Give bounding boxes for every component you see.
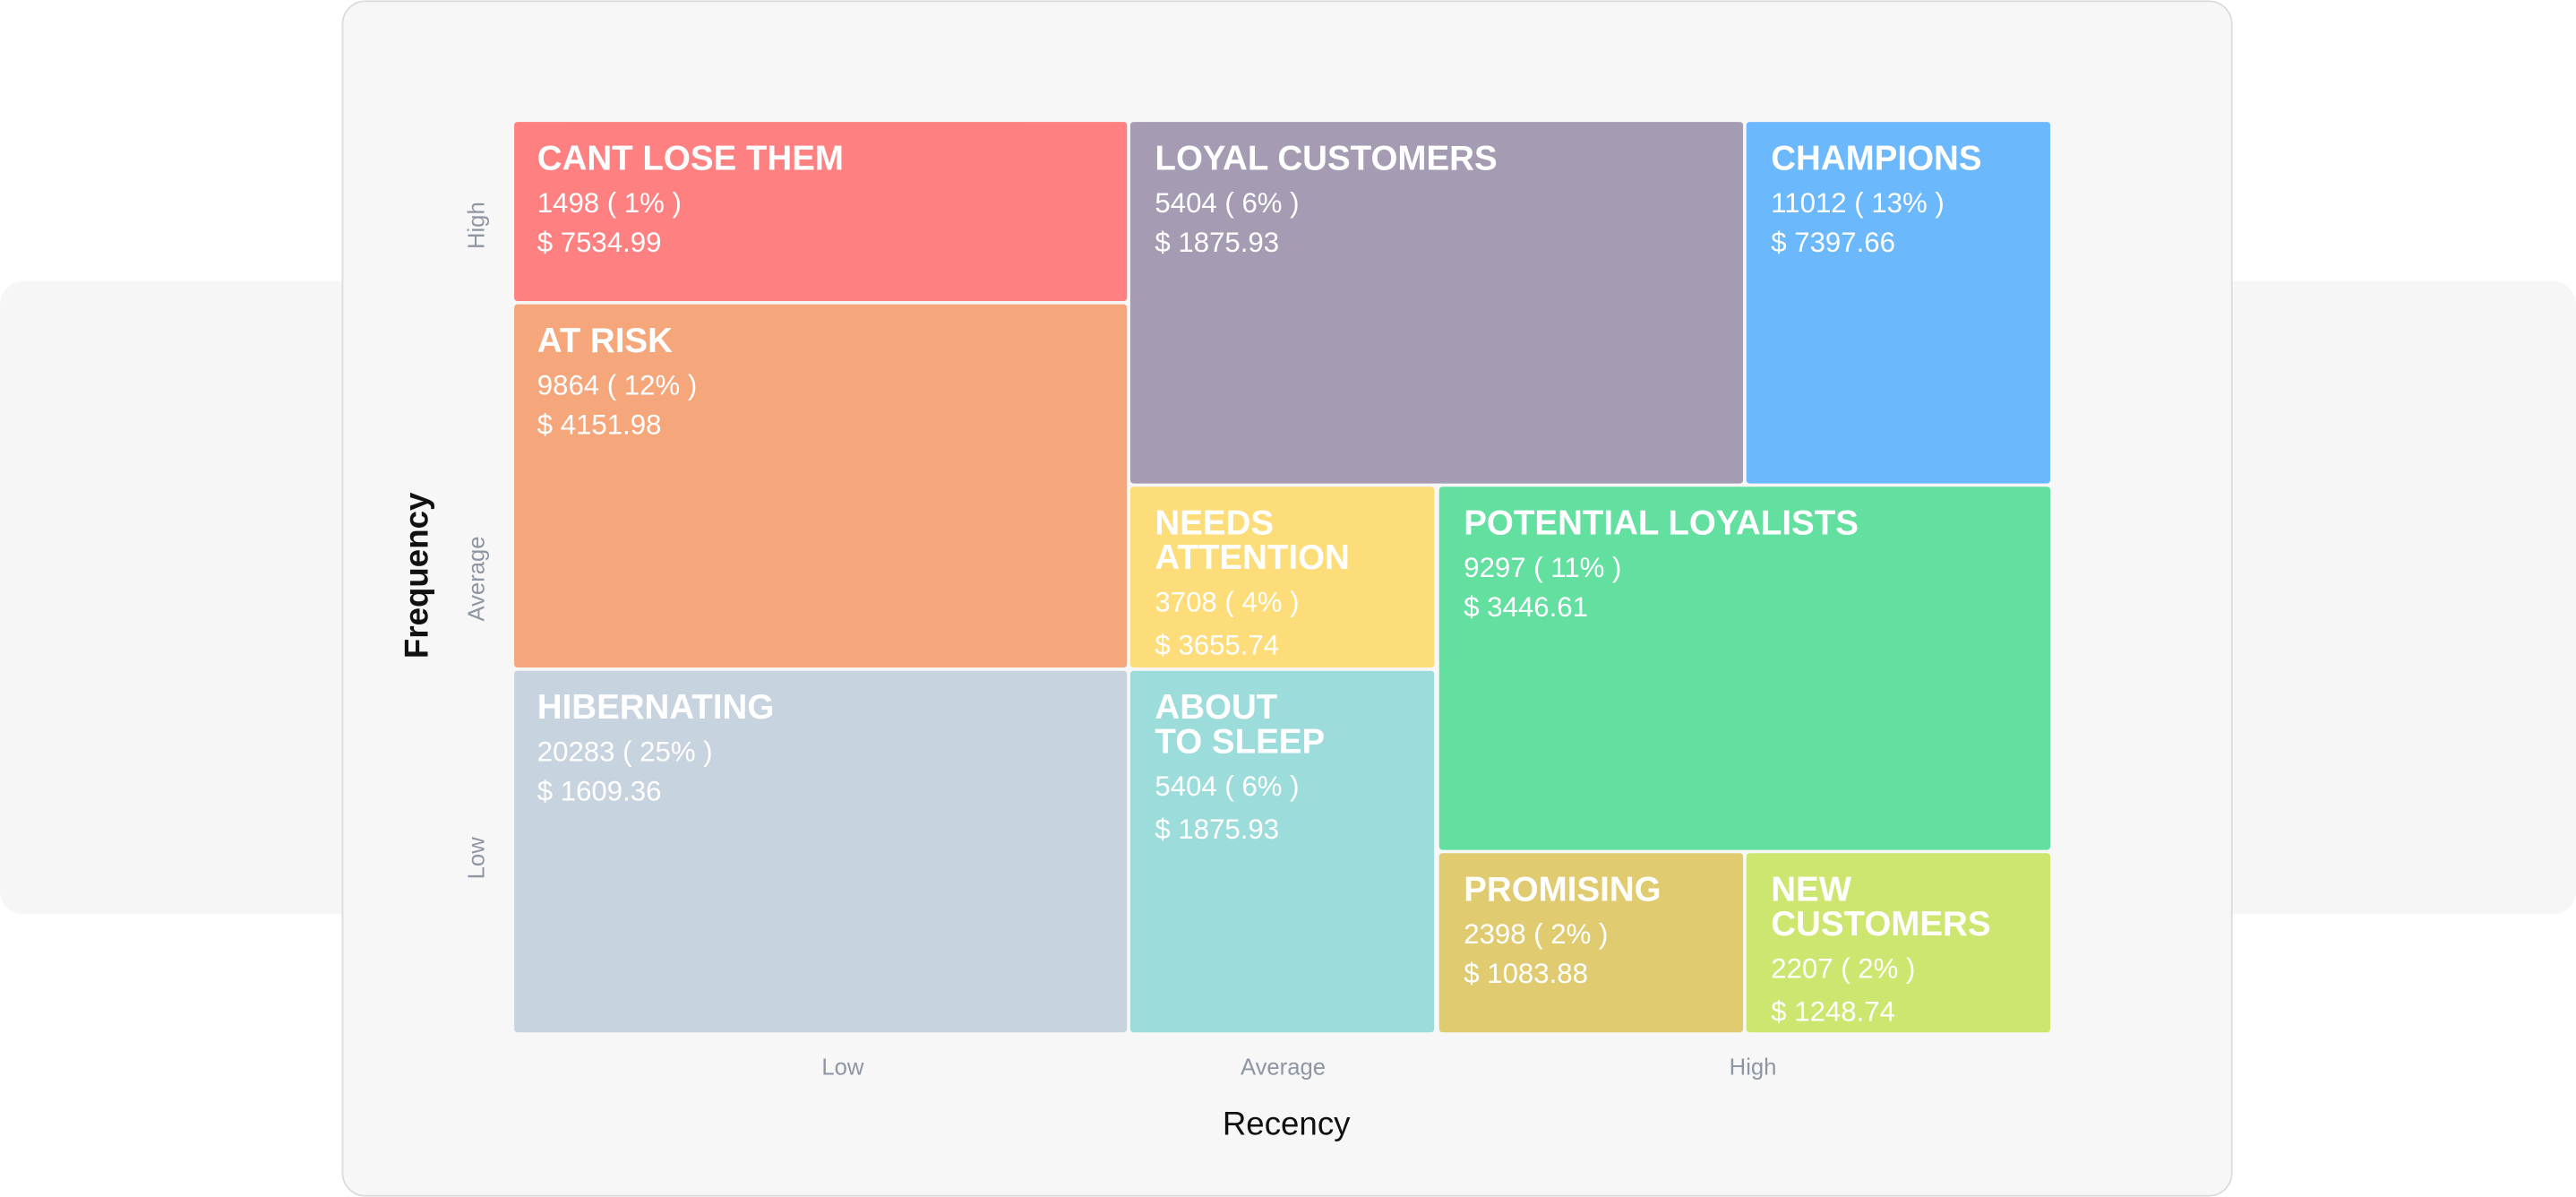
segment-count: 1498 ( 1% ) — [537, 187, 682, 219]
segment-cell: CHAMPIONS 11012 ( 13% ) $ 7397.66 — [1746, 122, 2051, 484]
segment-cell: PROMISING 2398 ( 2% ) $ 1083.88 — [1438, 853, 1744, 1033]
segment-title: ABOUT — [1155, 688, 1277, 727]
segment-count: 3708 ( 4% ) — [1155, 587, 1299, 618]
segment-box — [1438, 487, 2051, 850]
segment-box — [1746, 853, 2051, 1033]
segment-grid: CANT LOSE THEM 1498 ( 1% ) $ 7534.99 AT RIS… — [514, 122, 2051, 1033]
segment-box — [1746, 122, 2051, 484]
segment-count: 2398 ( 2% ) — [1464, 918, 1608, 950]
y-tick-label: High — [465, 202, 490, 249]
segment-value: $ 4151.98 — [537, 409, 662, 441]
segment-box — [514, 670, 1128, 1033]
y-tick-label: Average — [465, 536, 490, 621]
segment-title: NEEDS — [1155, 504, 1274, 542]
segment-title: TO SLEEP — [1155, 722, 1325, 761]
y-tick-label: Low — [465, 837, 490, 880]
segment-title: CANT LOSE THEM — [537, 139, 844, 177]
segment-title: AT RISK — [537, 322, 673, 360]
x-tick-label: Average — [1241, 1055, 1326, 1080]
segment-title: HIBERNATING — [537, 688, 775, 727]
segment-value: $ 3446.61 — [1464, 591, 1588, 623]
segment-cell: CANT LOSE THEM 1498 ( 1% ) $ 7534.99 — [514, 122, 1128, 302]
segment-box — [514, 304, 1128, 668]
segment-title: CUSTOMERS — [1771, 905, 1990, 943]
segment-value: $ 1875.93 — [1155, 227, 1279, 258]
x-tick-label: Low — [821, 1055, 864, 1080]
x-axis-title: Recency — [1223, 1105, 1351, 1141]
segment-cell: AT RISK 9864 ( 12% ) $ 4151.98 — [514, 304, 1128, 668]
y-axis-title: Frequency — [398, 492, 434, 659]
x-tick-label: High — [1730, 1055, 1777, 1080]
segment-count: 5404 ( 6% ) — [1155, 771, 1299, 802]
segment-title: PROMISING — [1464, 870, 1661, 909]
segment-title: NEW — [1771, 870, 1851, 909]
segment-value: $ 1248.74 — [1771, 995, 1895, 1027]
segment-value: $ 1875.93 — [1155, 814, 1279, 845]
segment-value: $ 1609.36 — [537, 776, 662, 807]
segment-cell: POTENTIAL LOYALISTS 9297 ( 11% ) $ 3446.61 — [1438, 487, 2051, 850]
segment-value: $ 3655.74 — [1155, 629, 1279, 660]
segment-value: $ 7397.66 — [1771, 227, 1895, 258]
segment-box — [1129, 487, 1435, 668]
segment-title: LOYAL CUSTOMERS — [1155, 139, 1497, 177]
segment-count: 20283 ( 25% ) — [537, 736, 713, 768]
segment-value: $ 7534.99 — [537, 227, 662, 258]
segment-box — [514, 122, 1128, 302]
segment-count: 5404 ( 6% ) — [1155, 187, 1299, 219]
segment-count: 9864 ( 12% ) — [537, 370, 697, 401]
segment-title: ATTENTION — [1155, 538, 1349, 577]
segment-title: POTENTIAL LOYALISTS — [1464, 504, 1859, 542]
segment-count: 2207 ( 2% ) — [1771, 953, 1915, 985]
segment-cell: HIBERNATING 20283 ( 25% ) $ 1609.36 — [514, 670, 1128, 1033]
segment-box — [1129, 122, 1744, 484]
segment-cell: LOYAL CUSTOMERS 5404 ( 6% ) $ 1875.93 — [1129, 122, 1744, 484]
segment-title: CHAMPIONS — [1771, 139, 1981, 177]
segment-box — [1438, 853, 1744, 1033]
segment-count: 11012 ( 13% ) — [1771, 187, 1945, 219]
segment-box — [1129, 670, 1435, 1033]
segment-count: 9297 ( 11% ) — [1464, 552, 1621, 583]
segment-value: $ 1083.88 — [1464, 958, 1588, 989]
